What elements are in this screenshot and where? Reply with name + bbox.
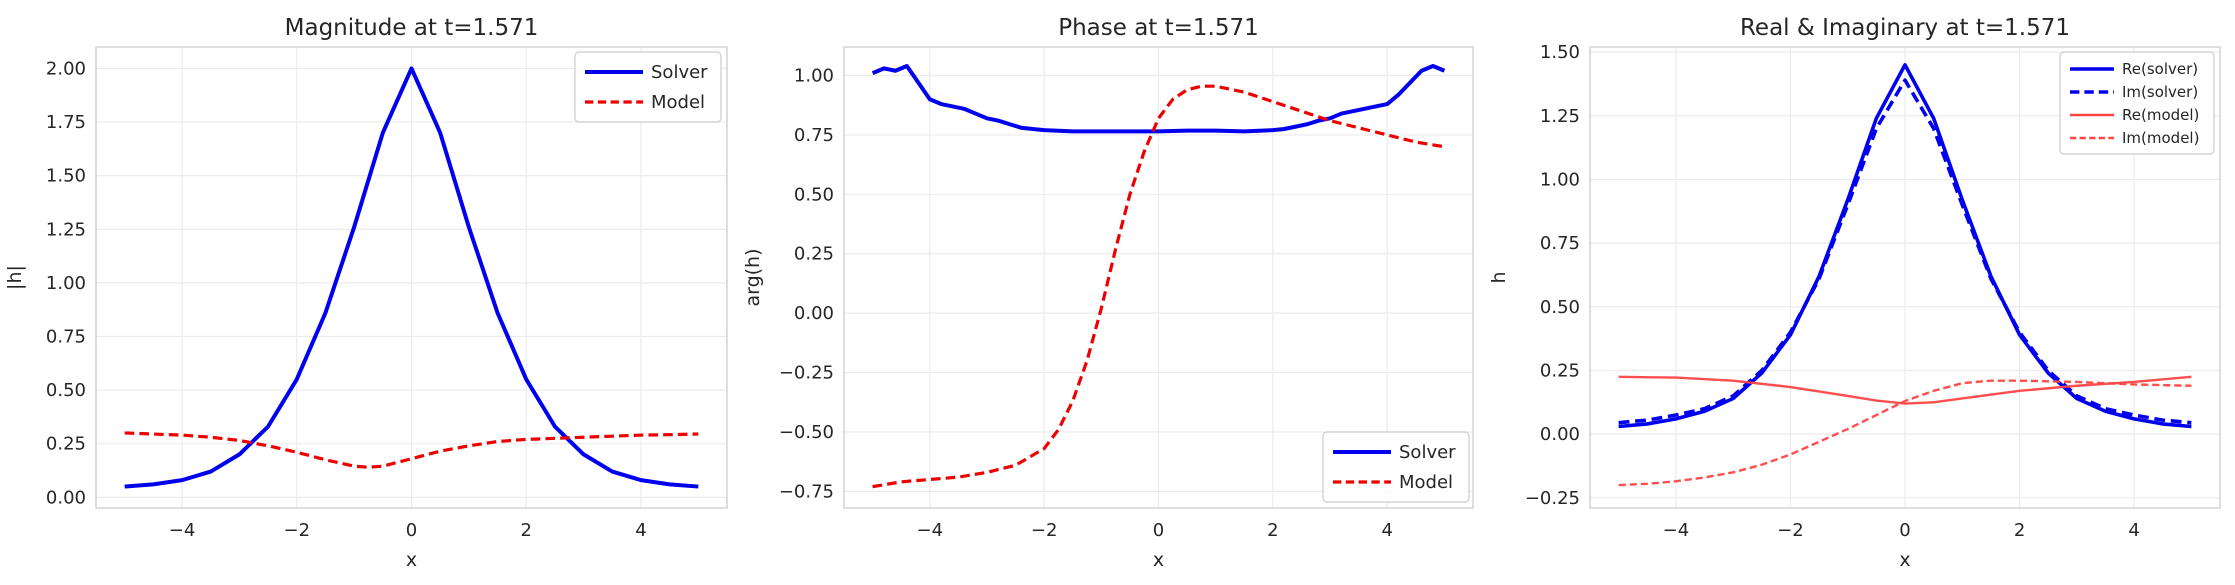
legend: Re(solver) Im(solver) Re(model) Im(model): [2059, 51, 2215, 155]
x-axis-label: x: [1899, 549, 1910, 571]
x-tick-label: −2: [283, 520, 310, 541]
y-axis-label: arg(h): [742, 248, 764, 306]
x-tick-label: 2: [2014, 520, 2025, 541]
legend-box: [1322, 431, 1470, 503]
y-axis-label: |h|: [4, 265, 26, 290]
legend-box: [574, 51, 722, 123]
series-line-im-model: [1618, 379, 2192, 487]
x-axis-label: x: [1153, 549, 1164, 571]
legend-box: [2059, 51, 2215, 155]
y-tick-label: 0.25: [46, 434, 86, 455]
chart-panel-3: −4 −2 0 2 4 −0.25 0.00 0.25 0.50 0.75 1.00 1.25 1.50…: [1488, 15, 2221, 571]
y-tick-label: 2.00: [46, 58, 86, 79]
series-line-solver: [871, 64, 1446, 134]
legend: Solver Model: [574, 51, 722, 123]
axes-frame: [95, 46, 728, 509]
legend-label: Re(solver): [2122, 60, 2198, 78]
y-tick-label: 1.00: [1540, 169, 1580, 190]
y-tick-label: 1.25: [1540, 106, 1580, 127]
series-line-model: [872, 84, 1445, 489]
x-tick-label: 4: [1382, 520, 1393, 541]
y-tick-label: 0.50: [1540, 297, 1580, 318]
x-tick-label: 2: [521, 520, 532, 541]
series-line-re-solver: [1618, 63, 2192, 429]
chart-title: Phase at t=1.571: [1058, 15, 1259, 41]
y-tick-label: −0.50: [779, 422, 834, 443]
series-line-re-model: [1618, 375, 2192, 405]
y-tick-label: 0.00: [46, 487, 86, 508]
chart-title: Real & Imaginary at t=1.571: [1740, 15, 2070, 41]
x-tick-label: 0: [1153, 520, 1164, 541]
x-tick-label: 2: [1267, 520, 1278, 541]
y-tick-label: 0.00: [794, 303, 834, 324]
y-tick-label: 1.50: [46, 166, 86, 187]
y-tick-label: 0.50: [794, 184, 834, 205]
x-tick-label: 0: [406, 520, 417, 541]
chart-title: Magnitude at t=1.571: [285, 15, 539, 41]
series-line-im-solver: [1618, 78, 2192, 425]
x-tick-label: −4: [169, 520, 196, 541]
y-tick-label: 0.00: [1540, 424, 1580, 445]
chart-panel-2: −4 −2 0 2 4 −0.75 −0.50 −0.25 0.00 0.25 0.50 0.75 1.…: [742, 15, 1474, 571]
y-tick-label: 0.75: [794, 125, 834, 146]
legend-label: Re(model): [2122, 106, 2199, 124]
y-tick-label: 1.75: [46, 112, 86, 133]
legend-label: Solver: [1399, 442, 1456, 463]
axes-frame: [1589, 46, 2221, 509]
legend-label: Solver: [651, 62, 708, 83]
y-axis-label: h: [1488, 271, 1510, 283]
legend-label: Im(model): [2122, 129, 2199, 147]
y-tick-label: −0.25: [1525, 488, 1580, 509]
y-tick-label: 0.25: [1540, 360, 1580, 381]
axes-frame: [843, 46, 1474, 509]
x-tick-label: −2: [1777, 520, 1804, 541]
series-line-model: [124, 431, 699, 469]
y-tick-label: 1.00: [794, 66, 834, 87]
x-tick-label: 0: [1899, 520, 1910, 541]
y-tick-label: 0.25: [794, 244, 834, 265]
chart-panel-1: −4 −2 0 2 4 0.00 0.25 0.50 0.75 1.00 1.25 1.50 1.75 2…: [4, 15, 728, 571]
x-tick-label: −2: [1031, 520, 1058, 541]
y-tick-label: 0.75: [1540, 233, 1580, 254]
y-tick-label: 1.25: [46, 219, 86, 240]
y-tick-label: 0.75: [46, 326, 86, 347]
x-tick-label: 4: [2128, 520, 2139, 541]
y-tick-label: −0.25: [779, 363, 834, 384]
series-line-solver: [124, 66, 699, 489]
y-tick-label: 1.50: [1540, 42, 1580, 63]
y-tick-label: 1.00: [46, 273, 86, 294]
x-tick-label: −4: [916, 520, 943, 541]
y-tick-label: 0.50: [46, 380, 86, 401]
x-tick-label: −4: [1663, 520, 1690, 541]
legend: Solver Model: [1322, 431, 1470, 503]
x-tick-label: 4: [635, 520, 646, 541]
legend-label: Im(solver): [2122, 83, 2198, 101]
x-axis-label: x: [406, 549, 417, 571]
legend-label: Model: [1399, 472, 1453, 493]
y-tick-label: −0.75: [779, 481, 834, 502]
legend-label: Model: [651, 92, 705, 113]
